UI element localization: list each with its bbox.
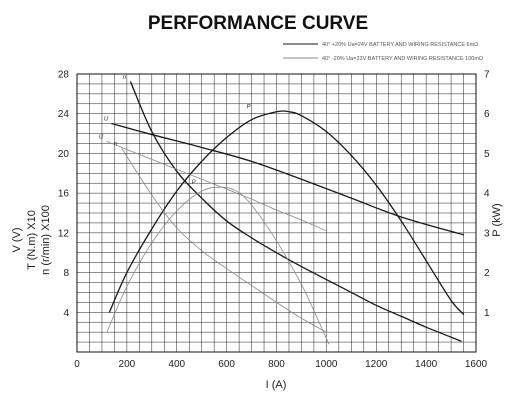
y-left-tick-label: 16 xyxy=(58,189,70,200)
y-right-tick-label: 7 xyxy=(484,70,490,81)
y-right-tick-label: 3 xyxy=(484,228,490,239)
x-tick-label: 200 xyxy=(119,359,136,370)
y-axis-label-speed: n (r/min) X100 xyxy=(40,205,52,275)
series-line-p-solid xyxy=(108,110,465,315)
curve-label: P xyxy=(192,180,196,186)
chart-title: PERFORMANCE CURVE xyxy=(148,13,368,34)
x-tick-label: 400 xyxy=(168,359,185,370)
y-left-tick-label: 4 xyxy=(63,308,69,319)
x-tick-label: 1200 xyxy=(365,359,388,370)
curve-label: U xyxy=(99,135,104,141)
curve-label: n xyxy=(123,75,127,81)
x-tick-label: 0 xyxy=(74,359,80,370)
y-right-tick-label: 6 xyxy=(484,109,490,120)
y-left-tick-label: 24 xyxy=(58,109,70,120)
series-line-u-solid xyxy=(111,122,465,236)
tick-labels: 0 200 400 600 800 1000 1200 1400 160048121620242… xyxy=(58,70,490,371)
y-axis-label-power: P (kW) xyxy=(491,203,503,236)
y-right-tick-label: 5 xyxy=(484,149,490,160)
x-axis-label: I (A) xyxy=(266,379,287,391)
x-tick-label: 1400 xyxy=(415,359,438,370)
y-left-tick-label: 28 xyxy=(58,70,70,81)
y-left-tick-label: 20 xyxy=(58,149,70,160)
y-right-tick-label: 2 xyxy=(484,268,490,279)
series-lines xyxy=(106,81,465,345)
y-axis-label-torque: T (N.m) X10 xyxy=(26,210,38,270)
x-tick-label: 800 xyxy=(268,359,285,370)
y-right-tick-label: 1 xyxy=(484,308,490,319)
plot-frame xyxy=(76,73,477,353)
x-tick-label: 1000 xyxy=(315,359,338,370)
curve-label: n xyxy=(114,141,118,147)
y-left-tick-label: 8 xyxy=(63,268,69,279)
curve-labels: n U P Un P xyxy=(99,75,251,186)
x-tick-label: 1600 xyxy=(465,359,488,370)
series-line-p-light xyxy=(106,186,330,345)
legend-entry-solid: 40° +20% Ua=24V BATTERY AND WIRING RESIS… xyxy=(322,42,478,48)
series-line-n-light xyxy=(121,148,327,333)
y-axis-label-voltage: V (V) xyxy=(11,227,23,252)
x-tick-label: 600 xyxy=(218,359,235,370)
legend-entry-light: 40° -20% Ua=23V BATTERY AND WIRING RESIS… xyxy=(322,56,483,62)
grid xyxy=(76,73,477,353)
curve-label: P xyxy=(247,105,251,111)
legend: 40° +20% Ua=24V BATTERY AND WIRING RESIS… xyxy=(283,42,483,62)
y-right-tick-label: 4 xyxy=(484,189,490,200)
series-line-n-solid xyxy=(129,81,462,342)
curve-label: U xyxy=(104,117,109,123)
series-line-u-light xyxy=(106,141,327,232)
y-left-tick-label: 12 xyxy=(58,228,70,239)
